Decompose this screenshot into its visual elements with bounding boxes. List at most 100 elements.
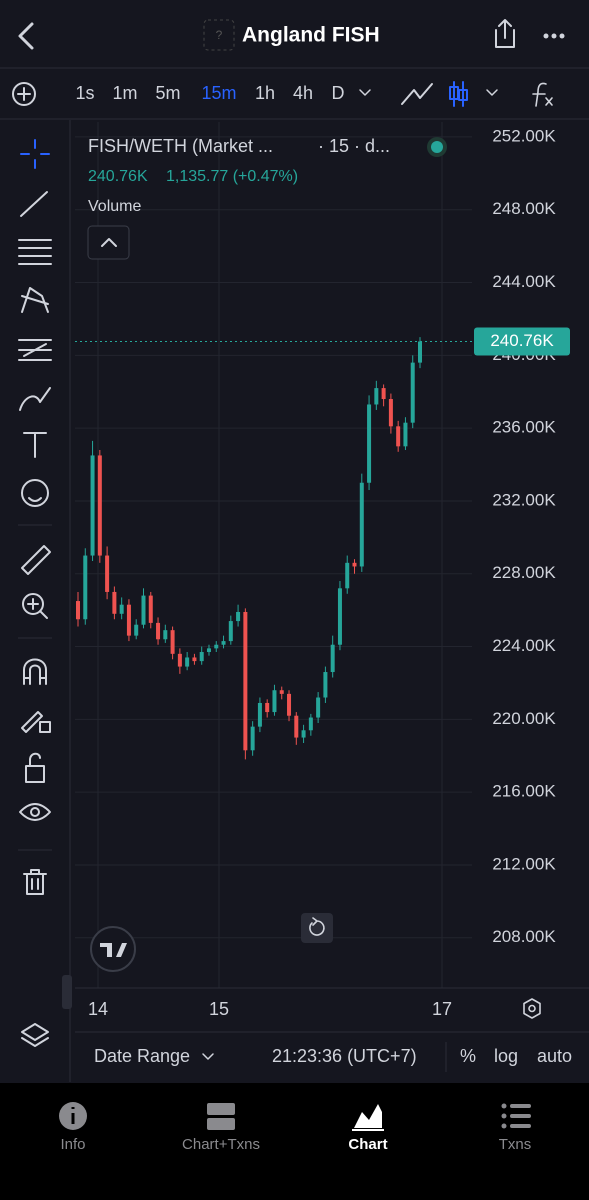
collapse-handle[interactable] [62, 975, 72, 1009]
y-tick-label: 232.00K [492, 490, 556, 509]
pattern-tool[interactable] [21, 287, 49, 313]
candle-body [199, 652, 204, 662]
collapse-legend[interactable] [87, 225, 130, 260]
fib-tool[interactable] [18, 239, 52, 265]
crosshair-tool[interactable] [20, 139, 50, 169]
legend-change: 1,135.77 (+0.47%) [166, 168, 298, 185]
eye-pupil [30, 807, 40, 817]
tradingview-logo[interactable] [90, 926, 136, 972]
auto-toggle[interactable]: auto [537, 1046, 572, 1066]
last-price-label: 240.76K [490, 331, 554, 350]
interval-button[interactable]: 15m [201, 83, 236, 103]
candle-body [97, 455, 102, 556]
candle-body [403, 422, 408, 447]
date-range[interactable]: Date Range [94, 1046, 190, 1066]
candle-body [148, 595, 153, 623]
x-tick-label: 17 [432, 999, 452, 1019]
candle-body [330, 644, 335, 673]
zoom-icon [27, 598, 48, 619]
candle-body [243, 611, 248, 751]
interval-button[interactable]: 1m [112, 83, 137, 103]
text-tool[interactable] [23, 432, 47, 458]
clock: 21:23:36 (UTC+7) [272, 1046, 417, 1066]
layers-button[interactable] [21, 1023, 49, 1047]
y-tick-label: 236.00K [492, 418, 556, 437]
y-tick-label: 224.00K [492, 636, 556, 655]
interval-dropdown[interactable] [359, 89, 371, 96]
interval-button[interactable]: 1h [255, 83, 275, 103]
tab[interactable]: Chart [348, 1136, 387, 1153]
y-tick-label: 248.00K [492, 199, 556, 218]
candle-body [381, 388, 386, 400]
back-button[interactable] [18, 22, 34, 50]
candle-body [236, 611, 241, 622]
candle-body [410, 362, 415, 423]
indicators-button[interactable] [532, 82, 553, 107]
candle-body [134, 624, 139, 636]
tab[interactable]: Info [60, 1136, 85, 1153]
ruler-tool[interactable] [21, 545, 51, 575]
reset-icon [309, 917, 325, 936]
share-button[interactable] [495, 19, 515, 48]
candle-body [352, 562, 357, 567]
candle-body [83, 555, 88, 620]
zoom-tool[interactable] [22, 593, 44, 615]
candle-body [265, 702, 270, 713]
interval-button[interactable]: 1s [75, 83, 94, 103]
log-toggle[interactable]: log [494, 1046, 518, 1066]
candle-body [206, 648, 211, 653]
candle-body [287, 693, 292, 716]
candle-body [257, 702, 262, 727]
candle-body [185, 657, 190, 667]
delete-tool[interactable] [23, 869, 47, 895]
candle-body [112, 591, 117, 614]
status-dot [431, 141, 443, 153]
legend-symbol: FISH/WETH (Market ... [88, 136, 273, 156]
logo-mark [100, 943, 127, 957]
interval-button[interactable]: 4h [293, 83, 313, 103]
candle-body [126, 604, 131, 636]
candle-body [90, 455, 95, 556]
y-tick-label: 228.00K [492, 563, 556, 582]
percent-toggle[interactable]: % [460, 1046, 476, 1066]
interval-button[interactable]: 5m [155, 83, 180, 103]
brush-tool[interactable] [19, 387, 51, 411]
more-button[interactable] [543, 33, 565, 39]
candle-icon[interactable] [449, 81, 468, 107]
magnet-tool[interactable] [23, 658, 47, 685]
candle-body [141, 595, 146, 625]
tab[interactable]: Txns [499, 1136, 532, 1153]
candle-body [214, 644, 219, 649]
tab[interactable]: Chart+Txns [182, 1136, 260, 1153]
last-price-badge [474, 327, 570, 356]
trend-line-tool[interactable] [20, 191, 48, 217]
interval-button[interactable]: D [332, 83, 345, 103]
candle-body [374, 388, 379, 405]
candle-body [250, 726, 255, 751]
chart-type-dropdown[interactable] [486, 89, 498, 96]
candle-body [163, 630, 168, 640]
reset-button[interactable] [301, 913, 333, 943]
candle-body [272, 690, 277, 713]
emoji-tool[interactable] [21, 479, 49, 507]
lock-drawings-tool[interactable] [21, 711, 51, 733]
prediction-tool[interactable] [18, 339, 52, 361]
line-chart-icon[interactable] [401, 83, 433, 105]
candle-body [396, 426, 401, 447]
visibility-tool[interactable] [19, 803, 51, 821]
candle-body [388, 399, 393, 427]
y-tick-label: 208.00K [492, 927, 556, 946]
settings-button[interactable] [523, 998, 541, 1019]
header-title: Angland FISH [242, 24, 380, 47]
candle-body [323, 672, 328, 698]
candle-body [279, 690, 284, 694]
candle-body [308, 717, 313, 731]
unlock-tool[interactable] [25, 752, 45, 783]
candle-body [228, 621, 233, 642]
candle-body [367, 404, 372, 483]
candle-body [359, 482, 364, 567]
candle-body [316, 697, 321, 718]
add-indicator[interactable] [12, 82, 36, 106]
candle-body [337, 588, 342, 645]
